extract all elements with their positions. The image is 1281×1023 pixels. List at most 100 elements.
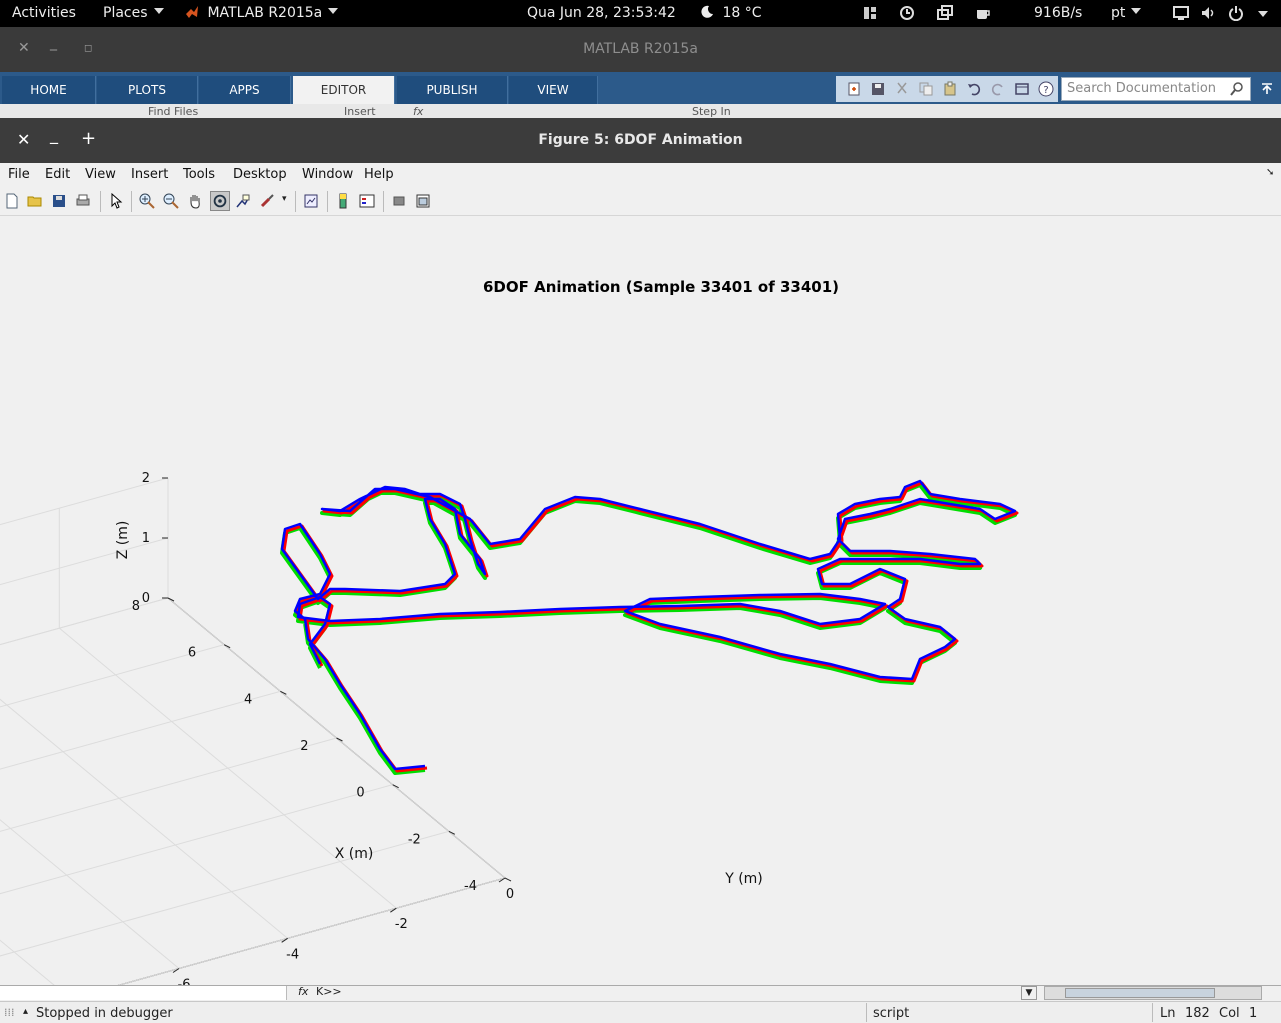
- close-icon[interactable]: ✕: [18, 40, 30, 56]
- network-speed[interactable]: 916B/s: [1034, 5, 1083, 21]
- tab-view[interactable]: VIEW: [509, 76, 598, 104]
- redo-icon[interactable]: [990, 81, 1006, 97]
- places-menu[interactable]: Places: [103, 5, 164, 21]
- open-file-icon[interactable]: [27, 193, 43, 209]
- tab-editor[interactable]: EDITOR: [293, 76, 395, 104]
- step-in-label[interactable]: Step In: [692, 105, 731, 118]
- insert-label[interactable]: Insert: [344, 105, 376, 118]
- x-tick-label: 0: [356, 786, 364, 801]
- copy-icon[interactable]: [918, 81, 934, 97]
- minimize-icon[interactable]: _: [50, 125, 58, 144]
- menu-window[interactable]: Window: [302, 167, 354, 182]
- floor-grid-line: [0, 690, 281, 770]
- figure-toolbar: ▾: [0, 187, 1281, 216]
- new-icon[interactable]: [846, 81, 862, 97]
- app-menu[interactable]: MATLAB R2015a: [185, 5, 339, 21]
- save-icon[interactable]: [870, 81, 886, 97]
- x-tick-label: 8: [132, 599, 140, 614]
- y-tick-label: -4: [286, 947, 299, 962]
- tab-home[interactable]: HOME: [2, 76, 96, 104]
- undock-arrow-icon[interactable]: ➘: [1266, 167, 1275, 178]
- tab-apps[interactable]: APPS: [199, 76, 291, 104]
- close-icon[interactable]: ✕: [17, 130, 31, 149]
- column-number: 1: [1249, 1006, 1258, 1021]
- help-icon[interactable]: ?: [1038, 81, 1054, 97]
- maximize-icon[interactable]: ◻: [84, 43, 93, 54]
- z-axis-label: Z (m): [115, 521, 131, 560]
- matlab-window-titlebar: ✕ _ ◻ MATLAB R2015a: [0, 27, 1281, 72]
- chart-title: 6DOF Animation (Sample 33401 of 33401): [483, 278, 839, 296]
- app-menu-label: MATLAB R2015a: [207, 5, 323, 21]
- current-folder-panel[interactable]: [0, 986, 287, 1000]
- menu-tools[interactable]: Tools: [183, 167, 216, 182]
- command-dropdown-chevron-icon[interactable]: ▼: [1021, 986, 1037, 1000]
- horizontal-scrollbar[interactable]: [1044, 986, 1262, 1000]
- back-wall-grid-line: [0, 537, 169, 586]
- fx-label[interactable]: fx: [413, 105, 424, 118]
- zoom-in-icon[interactable]: [139, 193, 155, 209]
- volume-icon[interactable]: [1200, 5, 1216, 21]
- maximize-icon[interactable]: +: [81, 128, 97, 149]
- chevron-up-icon[interactable]: ▴: [23, 1006, 29, 1017]
- x-tick-label: 6: [188, 646, 196, 661]
- windows-icon[interactable]: [937, 5, 953, 21]
- menu-view[interactable]: View: [85, 167, 116, 182]
- colorbar-icon[interactable]: [335, 193, 351, 209]
- system-menu-chevron-icon[interactable]: [1258, 11, 1268, 17]
- search-icon[interactable]: [1230, 82, 1244, 96]
- svg-text:?: ?: [1043, 85, 1048, 96]
- clock[interactable]: Qua Jun 28, 23:53:42: [527, 5, 676, 21]
- x-tick-mark: [280, 690, 287, 695]
- link-plot-icon[interactable]: [303, 193, 319, 209]
- print-icon[interactable]: [75, 193, 91, 209]
- menu-desktop[interactable]: Desktop: [233, 167, 287, 182]
- hide-plot-tools-icon[interactable]: [391, 193, 407, 209]
- chevron-down-icon: [328, 8, 339, 14]
- y-tick-label: -6: [178, 978, 191, 986]
- workspace-grid-icon[interactable]: [862, 5, 878, 21]
- y-tick-mark: [281, 937, 288, 943]
- paste-icon[interactable]: [942, 81, 958, 97]
- menu-file[interactable]: File: [8, 167, 30, 182]
- coffee-cup-icon[interactable]: [975, 5, 991, 21]
- scrollbar-thumb[interactable]: [1065, 988, 1215, 998]
- new-figure-icon[interactable]: [4, 193, 20, 209]
- legend-icon[interactable]: [359, 193, 375, 209]
- show-plot-tools-icon[interactable]: [415, 193, 431, 209]
- trajectory-line: [282, 481, 1019, 773]
- menu-help[interactable]: Help: [364, 167, 394, 182]
- data-cursor-icon[interactable]: [235, 193, 251, 209]
- search-documentation-input[interactable]: Search Documentation: [1061, 77, 1251, 101]
- floor-grid-line: [0, 830, 449, 957]
- power-icon[interactable]: [1228, 5, 1244, 21]
- pan-hand-icon[interactable]: [187, 193, 203, 209]
- x-tick-mark: [392, 784, 399, 789]
- activities-button[interactable]: Activities: [12, 5, 76, 21]
- command-prompt[interactable]: K>>: [316, 985, 342, 998]
- select-arrow-icon[interactable]: [108, 193, 124, 209]
- find-files-label[interactable]: Find Files: [148, 105, 199, 118]
- weather-indicator[interactable]: 18 °C: [700, 5, 762, 21]
- undo-icon[interactable]: [966, 81, 982, 97]
- brush-icon[interactable]: [259, 193, 275, 209]
- rotate-3d-icon[interactable]: [210, 191, 230, 211]
- tab-plots[interactable]: PLOTS: [97, 76, 198, 104]
- collapse-ribbon-icon[interactable]: [1260, 82, 1274, 96]
- menu-insert[interactable]: Insert: [131, 167, 169, 182]
- screen-icon[interactable]: [1173, 5, 1189, 21]
- tab-publish[interactable]: PUBLISH: [397, 76, 508, 104]
- x-tick-label: -2: [408, 832, 421, 847]
- zoom-out-icon[interactable]: [163, 193, 179, 209]
- temperature: 18 °C: [722, 5, 762, 21]
- timer-icon[interactable]: [899, 5, 915, 21]
- switch-windows-icon[interactable]: [1014, 81, 1030, 97]
- save-icon[interactable]: [51, 193, 67, 209]
- language-menu[interactable]: pt: [1111, 5, 1142, 21]
- minimize-icon[interactable]: _: [50, 35, 57, 51]
- cut-icon[interactable]: [894, 81, 910, 97]
- z-tick-label: 2: [142, 471, 150, 486]
- brush-dropdown-chevron-icon[interactable]: ▾: [282, 194, 287, 204]
- menu-edit[interactable]: Edit: [45, 167, 71, 182]
